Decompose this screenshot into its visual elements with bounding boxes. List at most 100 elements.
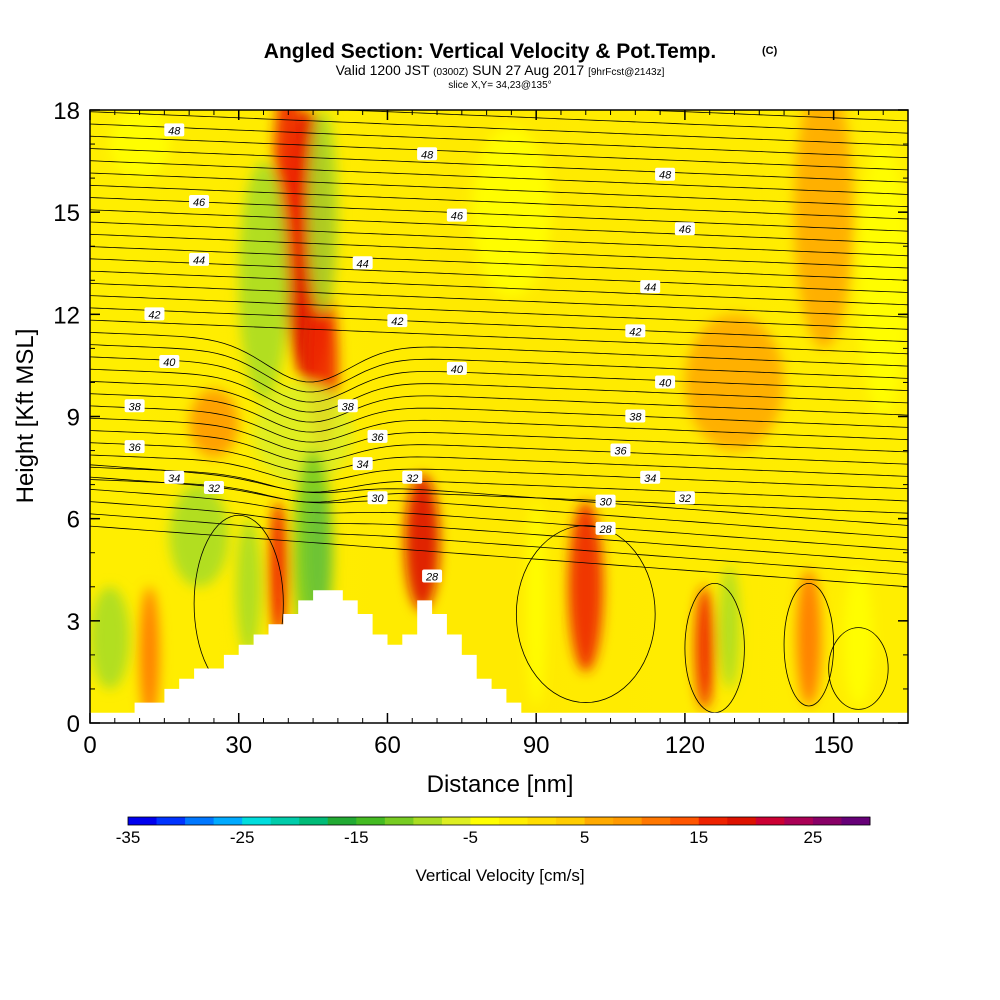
contour-label-text: 42: [391, 316, 403, 328]
colorbar-swatch: [413, 817, 443, 825]
x-tick-label: 150: [814, 732, 854, 759]
colorbar-swatch: [613, 817, 643, 825]
colorbar-swatch: [128, 817, 158, 825]
contour-label-text: 28: [425, 572, 439, 584]
x-tick-label: 90: [523, 732, 550, 759]
velocity-cell: [308, 110, 338, 315]
velocity-cell: [253, 382, 353, 485]
contour-label-text: 32: [679, 493, 691, 505]
velocity-cell: [109, 110, 170, 179]
subtitle-valid: Valid 1200 JST: [336, 62, 430, 78]
theta-contour: [90, 344, 908, 393]
velocity-cell: [189, 389, 239, 458]
y-tick-label: 6: [67, 507, 80, 534]
contour-label: 44: [640, 280, 661, 294]
colorbar-swatch: [213, 817, 243, 825]
contour-label-text: 46: [451, 211, 464, 223]
contour-label: 36: [367, 429, 388, 444]
theta-contour: [90, 123, 908, 159]
y-tick-label: 15: [53, 200, 80, 227]
contour-label-text: 42: [148, 309, 160, 321]
theta-contour: [90, 368, 908, 413]
contour-label-text: 40: [163, 357, 176, 369]
subtitle-fcst: [9hrFcst@2143z]: [588, 67, 665, 78]
colorbar-swatch: [784, 817, 814, 825]
theta-contour: [90, 307, 908, 342]
theta-contour: [90, 246, 908, 281]
contour-label-text: 44: [193, 255, 205, 267]
theta-contour: [90, 393, 908, 433]
theta-contour: [90, 172, 908, 208]
theta-contour: [90, 332, 908, 383]
theta-contour: [90, 479, 908, 514]
contour-label-text: 36: [371, 432, 384, 444]
colorbar-swatch: [242, 817, 272, 825]
x-tick-label: 120: [665, 732, 705, 759]
y-tick-label: 12: [53, 302, 80, 329]
contour-label-text: 42: [629, 326, 641, 338]
contour-label: 30: [367, 491, 388, 505]
colorbar-swatch: [356, 817, 386, 825]
velocity-cell: [719, 566, 740, 689]
contour-label: 44: [352, 256, 373, 270]
colorbar-tick-label: 25: [803, 828, 822, 847]
velocity-cell: [843, 569, 874, 706]
theta-contour: [90, 282, 908, 318]
y-tick-label: 18: [53, 98, 80, 125]
contour-label-text: 30: [371, 493, 384, 505]
contour-label-text: 34: [168, 473, 180, 485]
terrain: [90, 590, 908, 723]
colorbar-ticks: -35 -25 -15 -5 5 15 25: [116, 828, 823, 847]
theta-contour: [90, 405, 908, 443]
colorbar-swatch: [584, 817, 614, 825]
x-tick-label: 30: [225, 732, 252, 759]
contour-label: 40: [159, 355, 180, 369]
contour-label-text: 48: [168, 125, 181, 137]
contour-label-text: 38: [629, 412, 642, 424]
velocity-cell: [684, 314, 785, 451]
contour-label: 46: [446, 208, 467, 223]
contour-label-text: 34: [644, 473, 656, 485]
low-level-contour: [684, 582, 745, 714]
contour-label-text: 32: [406, 473, 418, 485]
x-tick-label: 0: [83, 732, 96, 759]
contour-label-text: 30: [599, 497, 612, 509]
colorbar-swatch: [185, 817, 215, 825]
theta-contour: [90, 466, 908, 502]
low-level-contour: [828, 627, 889, 710]
x-axis-label: Distance [nm]: [427, 771, 574, 798]
velocity-cell: [526, 501, 547, 706]
contour-label: 48: [417, 147, 438, 161]
x-axis: 0 30 60 90 120 150: [83, 110, 909, 759]
velocity-cell: [236, 518, 262, 655]
colorbar-tick-label: -5: [463, 828, 478, 847]
contour-label-text: 44: [357, 258, 369, 270]
contour-label: 34: [352, 457, 373, 471]
colorbar-swatch: [556, 817, 586, 825]
contour-label: 32: [402, 470, 423, 485]
velocity-field: [90, 110, 908, 723]
contour-label: 46: [674, 222, 695, 236]
colorbar-swatch: [527, 817, 557, 825]
theta-contour: [90, 270, 908, 306]
contour-label-text: 48: [421, 149, 434, 161]
contour-label-text: 38: [342, 401, 355, 413]
theta-contour: [335, 110, 908, 134]
theta-contour: [90, 160, 908, 195]
colorbar-swatch: [698, 817, 728, 825]
contour-label-text: 36: [614, 446, 627, 458]
chart-subtitle: Valid 1200 JST (0300Z) SUN 27 Aug 2017 […: [336, 62, 665, 78]
contour-label: 28: [422, 569, 443, 584]
chart-title: Angled Section: Vertical Velocity & Pot.…: [264, 40, 716, 63]
colorbar-swatch: [441, 817, 471, 825]
theta-contour: [90, 476, 908, 539]
contour-label: 32: [674, 491, 695, 505]
contour-label: 32: [203, 481, 224, 495]
subtitle-utc: (0300Z): [433, 67, 468, 78]
colorbar-swatch: [670, 817, 700, 825]
colorbar-frame: [127, 816, 871, 826]
theta-contours: [90, 110, 908, 714]
contour-label-text: 36: [128, 442, 141, 454]
colorbar-swatch: [727, 817, 757, 825]
